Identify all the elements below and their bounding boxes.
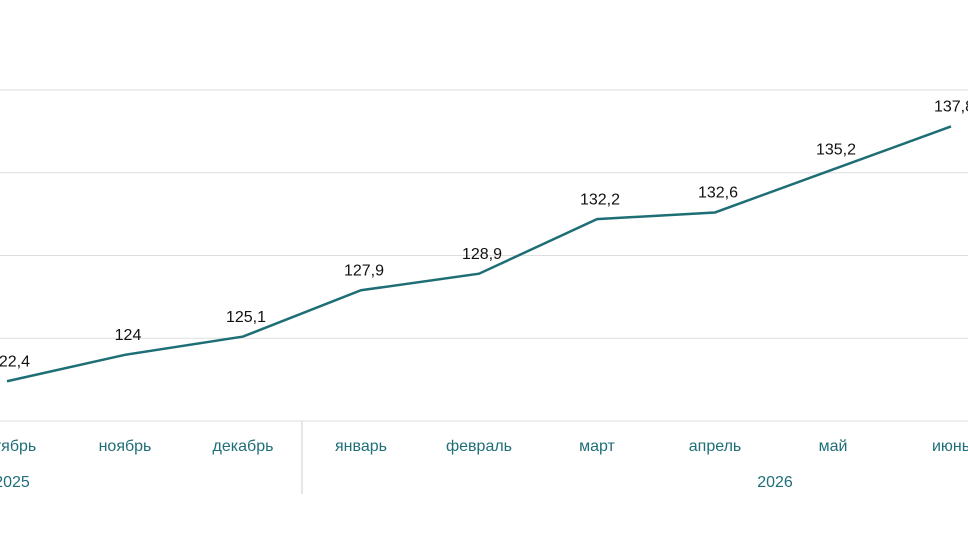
value-label: 137,8: [934, 99, 968, 116]
x-tick-label: июнь: [932, 438, 968, 455]
value-label: 125,1: [226, 309, 266, 326]
year-label: 2025: [0, 474, 30, 491]
x-tick-label: январь: [335, 438, 387, 455]
x-tick-label: декабрь: [213, 438, 274, 455]
x-tick-label: февраль: [446, 438, 512, 455]
line: [6, 125, 952, 383]
x-tick-label: март: [579, 438, 615, 455]
x-tick-label: май: [819, 438, 848, 455]
value-label: 124: [115, 327, 142, 344]
value-label: 127,9: [344, 262, 384, 279]
x-tick-label: ноябрь: [99, 438, 152, 455]
value-label: 122,4: [0, 353, 30, 370]
value-label: 135,2: [816, 142, 856, 159]
year-label: 2026: [757, 474, 793, 491]
value-label: 128,9: [462, 246, 502, 263]
value-label: 132,6: [698, 185, 738, 202]
x-tick-label: апрель: [689, 438, 742, 455]
value-label: 132,2: [580, 191, 620, 208]
x-tick-label: октябрь: [0, 438, 36, 455]
